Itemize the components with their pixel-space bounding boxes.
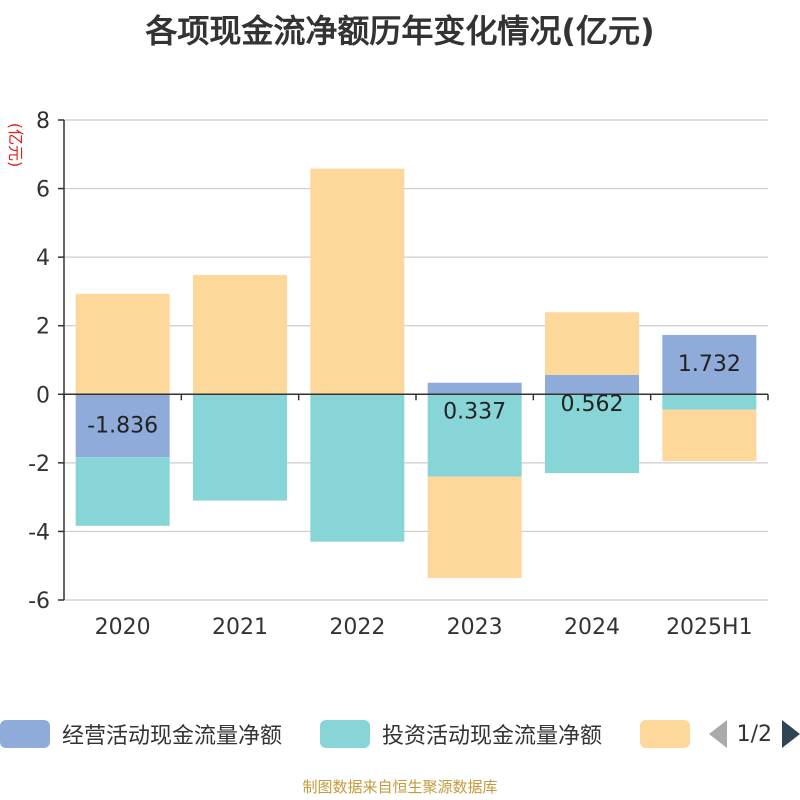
data-label-2020: -1.836 [87, 413, 158, 438]
bar-2021-series-1 [193, 394, 287, 501]
y-tick-label: 6 [36, 178, 50, 203]
data-label-2023: 0.337 [443, 400, 506, 425]
bar-2024-series-0 [545, 375, 639, 395]
bar-2022-series-1 [310, 394, 405, 542]
x-tick-label-2025H1: 2025H1 [666, 615, 753, 640]
bar-2020-series-0 [75, 394, 170, 458]
legend-swatch-financing [640, 720, 690, 748]
x-tick-label-2020: 2020 [95, 615, 151, 640]
legend-swatch-operating [0, 720, 50, 748]
legend-page-indicator: 1/2 [736, 721, 772, 747]
chart-title: 各项现金流净额历年变化情况(亿元) [145, 12, 655, 50]
y-tick-label: 8 [36, 109, 50, 134]
legend-label-investing: 投资活动现金流量净额 [382, 724, 603, 749]
legend-item-financing[interactable] [640, 716, 702, 752]
data-label-2024: 0.562 [561, 392, 624, 417]
legend-prev-arrow-icon[interactable] [708, 720, 727, 748]
legend-pager: 1/2 [708, 716, 800, 752]
bar-2023-series-2 [427, 476, 522, 579]
bar-2024-series-2 [545, 312, 639, 376]
y-tick-label: -4 [28, 520, 50, 545]
legend-item-operating[interactable]: 经营活动现金流量净额 [0, 716, 282, 752]
bar-2020-series-2 [75, 293, 170, 395]
stacked-bar-chart: -6 -4 -2 0 2 4 6 8 (亿元) 2020 2021 2022 2023 2024 2025H… [6, 109, 769, 640]
data-labels: -1.836 0.337 0.562 1.732 [87, 352, 741, 438]
bar-2022-series-2 [310, 168, 405, 395]
axes: -6 -4 -2 0 2 4 6 8 (亿元) 2020 2021 2022 2023 2024 2025H… [6, 109, 769, 640]
source-footer: 制图数据来自恒生聚源数据库 [302, 778, 498, 796]
bars [75, 168, 757, 579]
y-axis-label: (亿元) [6, 123, 25, 168]
y-tick-label: -2 [28, 452, 50, 477]
y-tick-label: 2 [36, 315, 50, 340]
bar-2023-series-1 [427, 394, 522, 477]
bar-2023-series-0 [427, 382, 522, 395]
bar-2024-series-1 [545, 394, 639, 474]
data-label-2025H1: 1.732 [678, 352, 741, 377]
x-tick-label-2021: 2021 [212, 615, 268, 640]
x-tick-label-2023: 2023 [447, 615, 503, 640]
legend: 经营活动现金流量净额 投资活动现金流量净额 [0, 716, 800, 756]
bar-2025H1-series-2 [662, 409, 757, 462]
x-tick-label-2024: 2024 [564, 615, 620, 640]
y-tick-label: -6 [28, 589, 50, 614]
bar-2020-series-1 [75, 457, 170, 526]
legend-swatch-investing [320, 720, 370, 748]
bar-2021-series-2 [193, 274, 287, 395]
y-tick-label: 4 [36, 246, 50, 271]
legend-item-investing[interactable]: 投资活动现金流量净额 [320, 716, 602, 752]
legend-next-arrow-icon[interactable] [782, 720, 800, 748]
bar-2025H1-series-0 [662, 334, 757, 395]
y-tick-label: 0 [36, 383, 50, 408]
bar-2025H1-series-1 [662, 394, 757, 410]
x-tick-label-2022: 2022 [329, 615, 385, 640]
legend-label-operating: 经营活动现金流量净额 [62, 724, 283, 749]
